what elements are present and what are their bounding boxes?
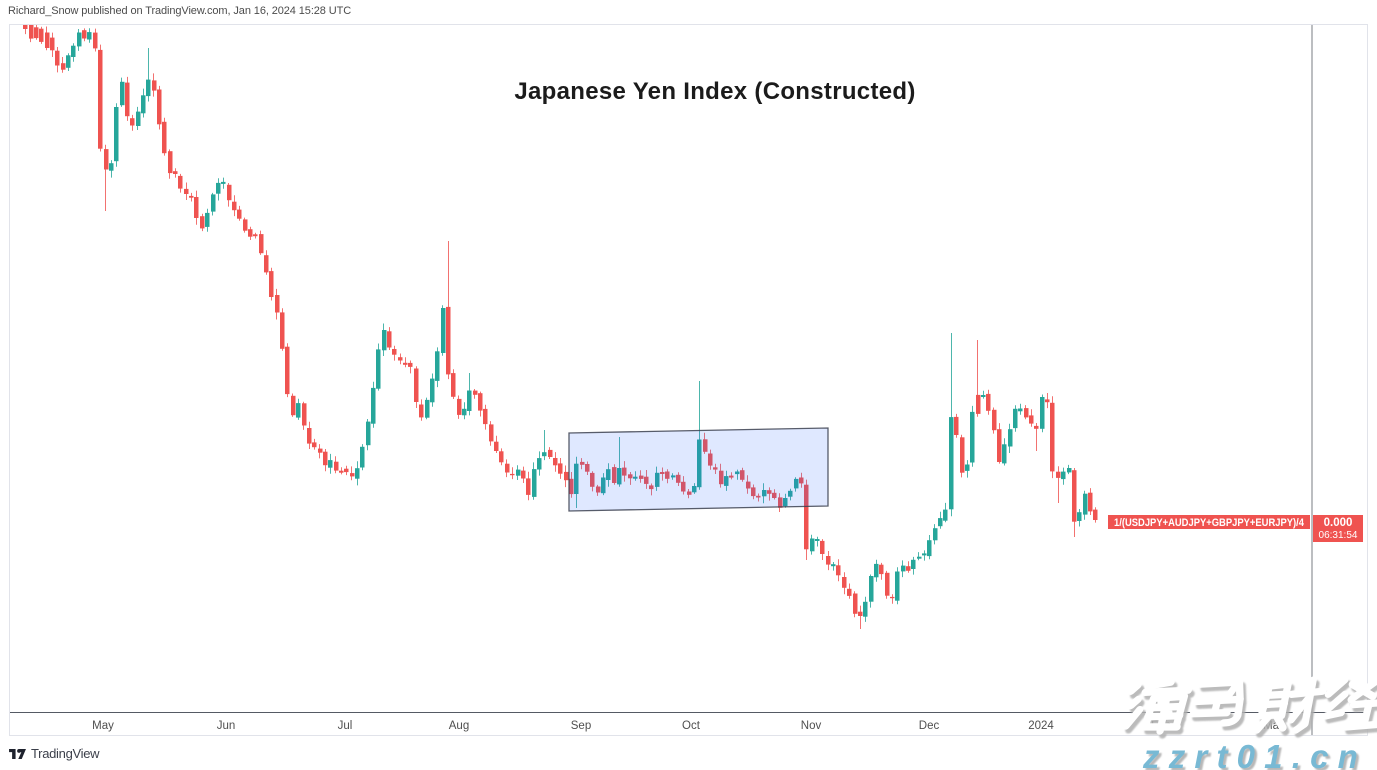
svg-text:zzrt01.cn: zzrt01.cn (1142, 738, 1367, 770)
svg-text:Dec: Dec (919, 720, 940, 732)
svg-text:Jul: Jul (338, 720, 353, 732)
svg-text:Jun: Jun (217, 720, 236, 732)
svg-text:Nov: Nov (801, 720, 822, 732)
svg-text:May: May (92, 720, 114, 732)
svg-text:2024: 2024 (1028, 720, 1054, 732)
svg-text:Sep: Sep (571, 720, 591, 732)
svg-text:1/(USDJPY+AUDJPY+GBPJPY+EURJPY: 1/(USDJPY+AUDJPY+GBPJPY+EURJPY)/4 (1114, 517, 1305, 529)
svg-text:Oct: Oct (682, 720, 701, 732)
svg-text:Aug: Aug (449, 720, 469, 732)
svg-text:zzrt01.cn: zzrt01.cn (1145, 741, 1370, 770)
